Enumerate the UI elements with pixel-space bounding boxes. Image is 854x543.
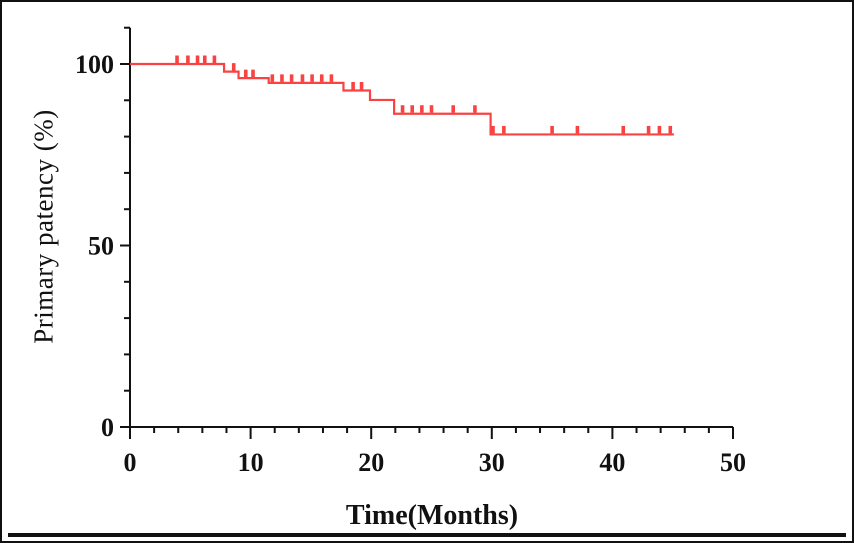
y-tick-label: 50: [88, 232, 114, 261]
x-tick-label: 50: [720, 448, 746, 477]
km-curve: [130, 62, 674, 136]
x-tick-label: 10: [238, 448, 264, 477]
x-tick-label: 20: [358, 448, 384, 477]
y-axis-title: Primary patency (%): [28, 109, 59, 344]
bottom-rule: [8, 533, 846, 537]
x-tick-label: 40: [599, 448, 625, 477]
x-tick-label: 30: [479, 448, 505, 477]
y-tick-label: 100: [75, 50, 114, 79]
x-tick-label: 0: [124, 448, 137, 477]
y-tick-label: 0: [101, 413, 114, 442]
x-axis-title: Time(Months): [345, 500, 519, 531]
